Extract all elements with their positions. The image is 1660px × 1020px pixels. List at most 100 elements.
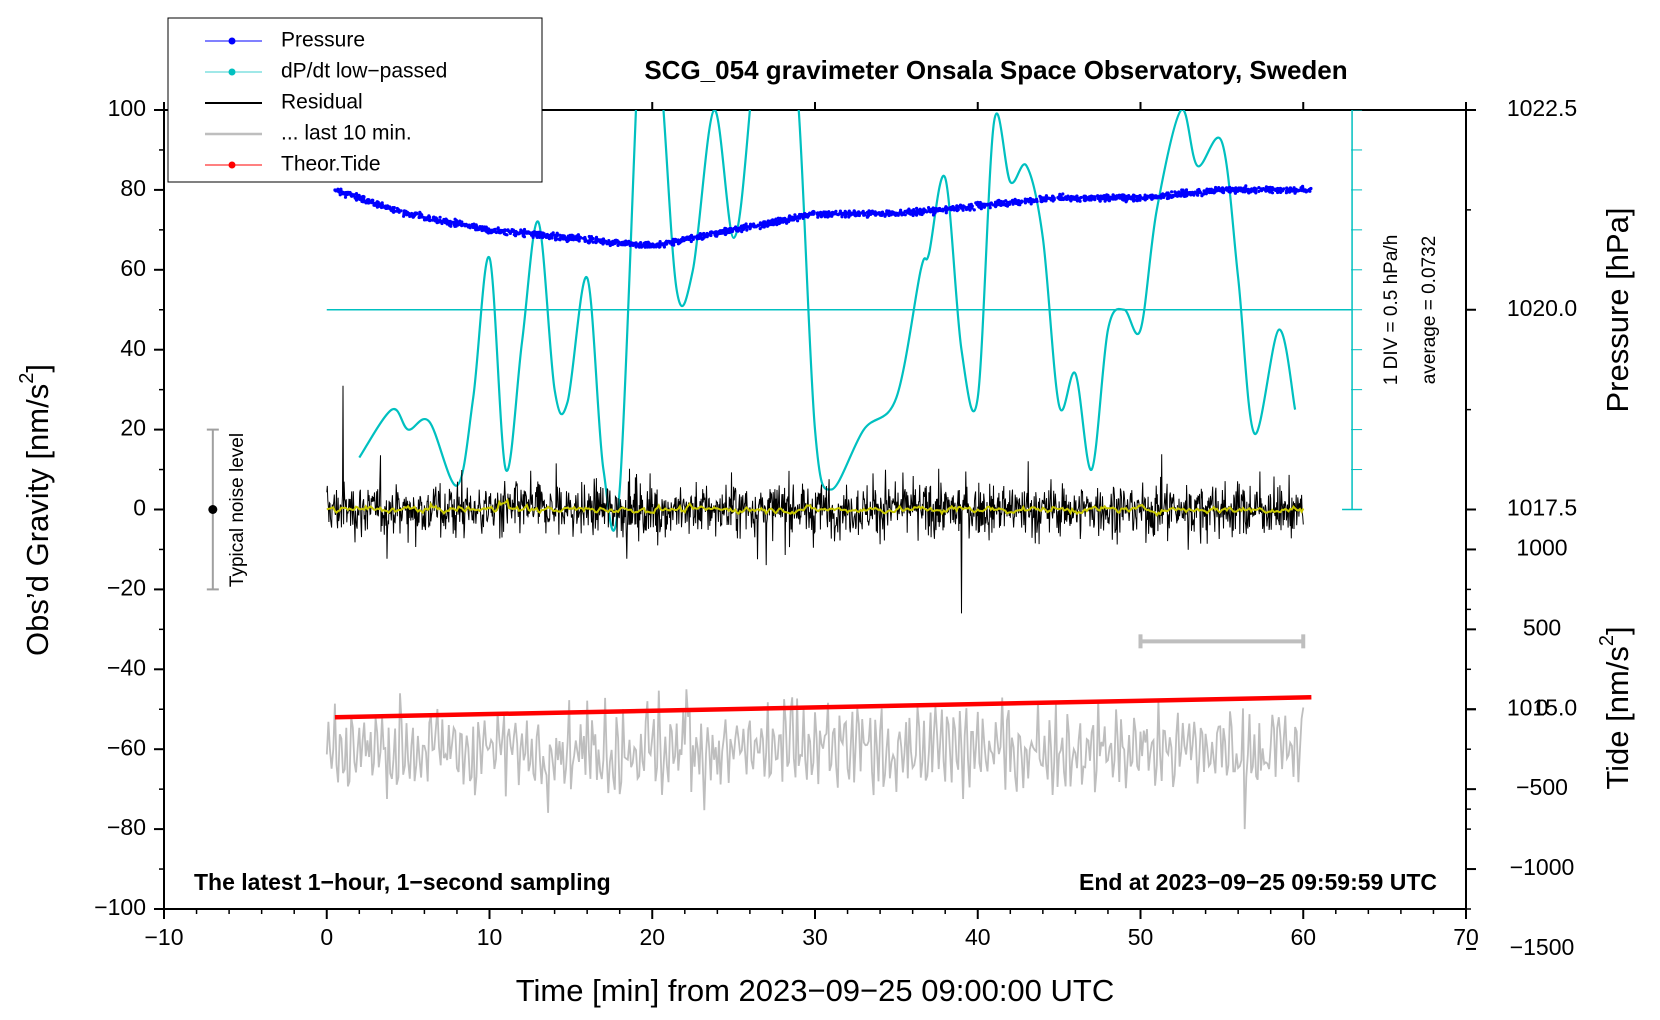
pressure-point (467, 224, 471, 228)
pressure-point (1175, 194, 1179, 198)
pressure-point (1057, 194, 1061, 199)
pressure-point (1238, 187, 1242, 191)
legend-label: ... last 10 min. (281, 122, 412, 145)
legend: Pressure dP/dt low−passed Residual ... last… (167, 17, 543, 183)
pressure-point (392, 210, 396, 214)
pressure-point (453, 224, 457, 228)
pressure-point (522, 227, 527, 232)
pressure-point (1254, 187, 1258, 192)
pressure-point (769, 221, 774, 225)
pressure-point (1134, 194, 1139, 199)
pressure-point (796, 219, 800, 223)
pressure-point (645, 245, 649, 249)
pressure-point (783, 219, 788, 224)
pressure-point (1167, 193, 1171, 197)
last10min-series-line (325, 689, 1305, 830)
y-tick-label: −60 (107, 734, 146, 760)
pressure-point (555, 234, 559, 238)
pressure-point (730, 229, 735, 234)
pressure-point (474, 223, 478, 227)
pressure-point (1027, 200, 1031, 204)
pressure-point (915, 206, 919, 210)
pressure-point (1233, 191, 1237, 195)
pressure-point (506, 228, 510, 232)
pressure-point (1044, 194, 1048, 198)
pressure-point (679, 239, 684, 243)
pressure-point (988, 206, 992, 210)
tide-axis-title-sup: 2 (1596, 635, 1618, 646)
pressure-point (1254, 191, 1258, 195)
pressure-point (995, 201, 999, 205)
pressure-point (836, 213, 840, 217)
pressure-point (1015, 199, 1019, 203)
pressure-point (547, 235, 552, 239)
pressure-point (1183, 191, 1187, 195)
pressure-point (1249, 189, 1253, 194)
pressure-point (964, 206, 968, 210)
noise-bar-center-dot (208, 505, 218, 514)
pressure-point (1016, 202, 1021, 207)
pressure-point (883, 214, 887, 218)
x-tick-label: 0 (320, 924, 333, 950)
pressure-point (654, 245, 658, 249)
x-tick-label: 70 (1453, 924, 1479, 950)
pressure-point (612, 240, 616, 244)
pressure-point (336, 189, 340, 193)
residual-smoothed-line (326, 497, 1305, 518)
pressure-point (604, 239, 608, 243)
pressure-point (1217, 186, 1221, 190)
pressure-point (828, 214, 832, 218)
pressure-point (340, 190, 344, 194)
pressure-point (976, 200, 980, 204)
pressure-point (885, 212, 889, 216)
pressure-point (616, 243, 620, 247)
pressure-point (1194, 191, 1198, 195)
pressure-point (923, 208, 927, 212)
pressure-point (436, 220, 440, 224)
pressure-point (727, 230, 732, 234)
pressure-point (806, 213, 810, 217)
pressure-point (938, 208, 943, 212)
dpdt-average-label: average = 0.0732 (1419, 236, 1440, 384)
pressure-point (574, 237, 578, 242)
y-tick-label: −100 (94, 894, 146, 920)
pressure-point (1301, 184, 1305, 188)
pressure-point (935, 209, 940, 213)
pressure-point (689, 239, 693, 244)
pressure-point (432, 215, 436, 219)
y-tick-label: 80 (120, 175, 146, 201)
pressure-point (863, 211, 867, 215)
pressure-point (762, 225, 766, 229)
pressure-point (1089, 196, 1093, 200)
pressure-point (840, 215, 844, 219)
pressure-point (551, 231, 555, 235)
pressure-tick-label: 1020.0 (1507, 295, 1577, 321)
pressure-point (632, 241, 637, 245)
pressure-point (827, 210, 831, 214)
pressure-point (460, 223, 464, 227)
pressure-point (856, 211, 860, 215)
pressure-point (521, 232, 525, 236)
pressure-point (470, 223, 474, 227)
pressure-point (956, 208, 960, 212)
pressure-point (610, 242, 614, 246)
pressure-point (1226, 188, 1230, 192)
pressure-point (651, 243, 656, 247)
pressure-point (628, 244, 632, 248)
pressure-point (361, 198, 366, 202)
pressure-point (899, 208, 903, 212)
pressure-point (949, 207, 954, 211)
pressure-point (565, 239, 569, 244)
x-tick-label: 20 (639, 924, 665, 950)
pressure-point (343, 195, 348, 199)
pressure-point (900, 211, 904, 215)
pressure-point (911, 211, 915, 215)
legend-marker (228, 37, 236, 45)
pressure-point (1052, 197, 1056, 202)
pressure-point (790, 215, 794, 219)
pressure-point (735, 227, 739, 231)
plot-clipped-group (325, 110, 1363, 830)
pressure-point (397, 210, 401, 214)
pressure-point (531, 235, 535, 239)
